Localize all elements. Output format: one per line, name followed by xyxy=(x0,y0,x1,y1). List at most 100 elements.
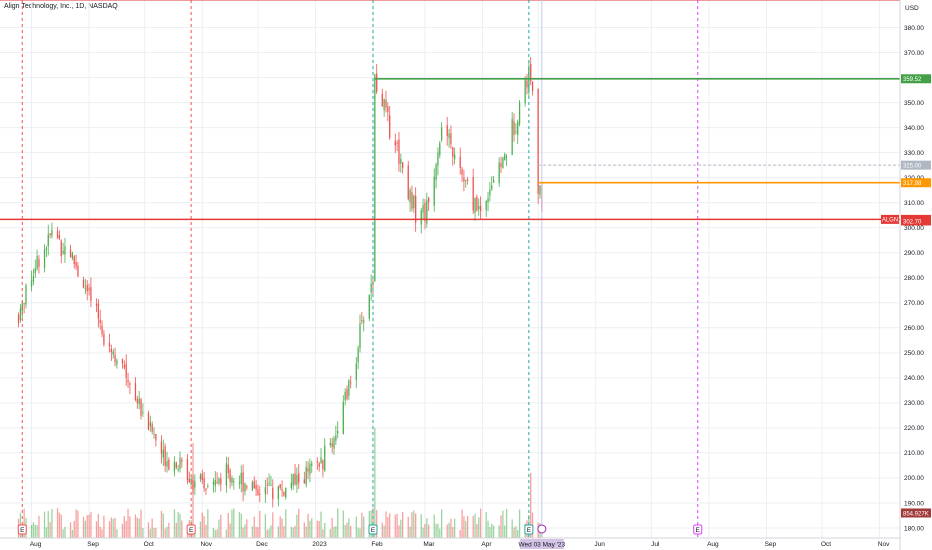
candle xyxy=(355,363,357,380)
volume-bar xyxy=(192,443,194,538)
candle xyxy=(225,463,228,486)
candle xyxy=(32,276,35,282)
candle xyxy=(36,256,38,270)
candle xyxy=(453,154,456,160)
candle xyxy=(244,483,246,492)
volume-bar xyxy=(36,525,38,538)
volume-bar xyxy=(47,511,49,538)
earnings-icon[interactable] xyxy=(17,524,27,535)
y-tick-label: 200.00 xyxy=(904,475,924,482)
volume-bar xyxy=(498,525,500,538)
earnings-icon[interactable] xyxy=(186,524,196,535)
candle xyxy=(270,484,272,486)
volume-bar xyxy=(32,522,35,538)
candle xyxy=(361,320,363,322)
candle xyxy=(233,481,235,483)
candle xyxy=(331,443,333,447)
candle xyxy=(479,205,482,212)
candle xyxy=(396,142,398,144)
candle xyxy=(435,164,437,180)
candle xyxy=(337,431,339,434)
candle xyxy=(64,246,66,255)
candle xyxy=(324,445,326,471)
volume-bar xyxy=(181,520,183,538)
earnings-icon-label: E xyxy=(696,527,701,534)
volume-bar xyxy=(69,522,72,538)
candle xyxy=(155,434,157,441)
volume-bar xyxy=(175,522,177,538)
candle xyxy=(320,457,322,464)
candle xyxy=(138,398,140,405)
candle xyxy=(292,474,294,486)
candle xyxy=(400,159,402,164)
volume-bar xyxy=(316,520,318,538)
candle xyxy=(203,477,205,489)
x-tick-label: Apr xyxy=(481,541,492,548)
candle xyxy=(433,176,435,206)
volume-bar xyxy=(305,526,307,538)
candle xyxy=(75,261,77,267)
candle xyxy=(166,461,168,467)
volume-bar xyxy=(147,522,150,538)
candle xyxy=(296,475,298,485)
volume-bar xyxy=(466,515,469,538)
volume-bar xyxy=(387,517,389,538)
candle xyxy=(212,482,215,485)
volume-bar xyxy=(292,527,294,538)
candle xyxy=(407,165,409,200)
volume-bar xyxy=(504,525,506,538)
candle xyxy=(186,459,189,481)
candle xyxy=(316,461,318,463)
candle xyxy=(112,351,114,355)
candle xyxy=(350,382,352,384)
earnings-icon-label: E xyxy=(527,527,532,534)
volume-bar xyxy=(88,514,90,538)
candle xyxy=(240,472,242,485)
candle xyxy=(465,179,467,181)
volume-bar xyxy=(446,524,448,538)
candle xyxy=(164,446,166,466)
candle xyxy=(281,489,283,492)
symbol-badge xyxy=(881,214,899,224)
candle xyxy=(283,492,285,496)
volume-bar xyxy=(329,528,331,538)
candle xyxy=(218,478,220,484)
candle xyxy=(49,233,51,235)
candle xyxy=(45,248,48,250)
y-tick-label: 340.00 xyxy=(904,125,924,132)
volume-bar xyxy=(437,523,439,538)
candle xyxy=(487,197,489,203)
dividend-icon[interactable] xyxy=(537,524,547,534)
volume-bar xyxy=(121,523,124,538)
candle xyxy=(116,360,118,365)
crosshair-date-badge xyxy=(519,539,564,549)
candle xyxy=(489,189,491,196)
volume-bar xyxy=(296,514,298,538)
candle xyxy=(342,401,344,434)
y-tick-label: 330.00 xyxy=(904,150,924,157)
candle xyxy=(500,163,502,167)
volume-bar xyxy=(203,516,205,538)
volume-bar xyxy=(218,519,220,538)
candle xyxy=(173,461,176,472)
earnings-icon[interactable] xyxy=(368,524,378,535)
candle xyxy=(511,118,513,155)
volume-bar xyxy=(56,508,59,538)
candle xyxy=(485,201,487,211)
volume-bar xyxy=(441,509,443,538)
candle xyxy=(242,472,244,492)
volume-bar xyxy=(398,525,400,538)
candle xyxy=(498,162,500,184)
x-tick-label: Nov xyxy=(200,541,212,548)
candle xyxy=(537,88,539,194)
earnings-icon[interactable] xyxy=(693,524,703,535)
candle xyxy=(253,481,255,489)
x-tick-label: Nov xyxy=(878,541,890,548)
price-label: 854.927K xyxy=(903,511,929,517)
candle xyxy=(441,127,443,141)
candle xyxy=(333,438,335,449)
candle xyxy=(149,421,151,427)
earnings-icon[interactable] xyxy=(524,524,534,535)
candle xyxy=(227,464,229,473)
